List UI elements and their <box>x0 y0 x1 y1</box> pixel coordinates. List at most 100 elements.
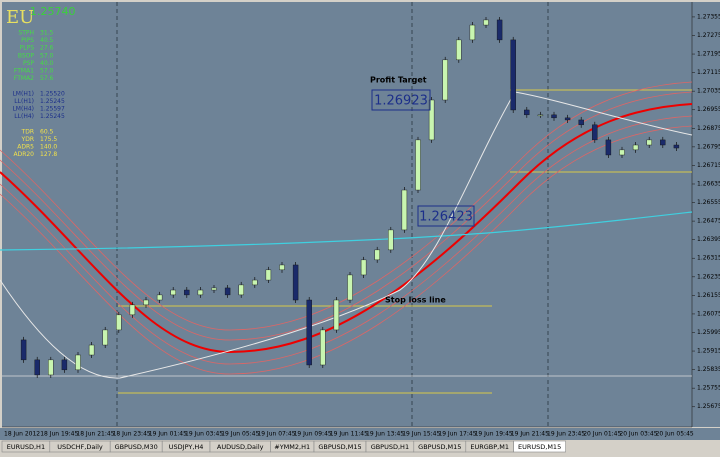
x-tick-label: 19 Jun 17:45 <box>438 431 476 438</box>
tab-label[interactable]: #YMM2,H1 <box>274 443 310 451</box>
y-tick-label: 1.27275 <box>697 32 720 39</box>
y-tick-label: 1.26475 <box>697 218 720 225</box>
tab-label[interactable]: AUDUSD,Daily <box>217 443 264 451</box>
y-tick-label: 1.26235 <box>697 273 720 280</box>
y-tick-label: 1.26315 <box>697 255 720 262</box>
bid-price: 1.25740 <box>30 5 76 18</box>
indicator-label: ADR5 <box>17 144 34 151</box>
stop-loss-label: Stop loss line <box>385 296 446 305</box>
candle-body <box>211 287 217 291</box>
indicator-label: STPH <box>18 30 34 37</box>
x-tick-label: 19 Jun 03:45 <box>185 431 223 438</box>
indicator-value: 27.6 <box>40 45 54 52</box>
y-tick-label: 1.26795 <box>697 143 720 150</box>
candle-body <box>265 269 272 281</box>
tab[interactable] <box>513 440 566 453</box>
indicator-label: FTMA1 <box>14 68 34 75</box>
candle-body <box>632 144 639 151</box>
indicator-label: LL(H1) <box>14 98 34 105</box>
indicator-label: YDR <box>21 136 34 143</box>
indicator-value: 127.8 <box>40 151 57 158</box>
tab-label[interactable]: EURUSD,H1 <box>7 443 45 451</box>
profit-target-label: Profit Target <box>370 76 427 85</box>
period-separators <box>116 2 549 427</box>
indicator-value: 60.5 <box>40 128 54 135</box>
candle-body <box>592 124 598 141</box>
candle-body <box>401 189 408 231</box>
candle-body <box>578 119 584 126</box>
time-axis <box>0 428 720 440</box>
entry-box <box>417 205 475 227</box>
tab-label[interactable]: USDCHF,Daily <box>57 443 103 451</box>
y-tick-label: 1.26555 <box>697 199 720 206</box>
indicator-panel: STPH 31.5 PIPS 40.5 PLPS 27.6 BSOP 57.0 PSP 40.0 F… <box>12 30 65 159</box>
y-tick-label: 1.27355 <box>697 13 720 20</box>
candle-body <box>116 314 122 331</box>
long-ma <box>0 211 693 251</box>
candle-body <box>673 144 680 149</box>
candle-body <box>442 59 448 101</box>
x-tick-label: 19 Jun 23:45 <box>547 431 585 438</box>
tab-label[interactable]: USDJPY,H4 <box>169 443 204 451</box>
indicator-label: ADR20 <box>13 151 34 158</box>
price-ticks: 1.27355 1.27275 1.27195 1.27115 1.27035 1.269… <box>692 13 720 410</box>
y-tick-label: 1.26955 <box>697 106 720 113</box>
indicator-value: 1.25245 <box>40 113 65 120</box>
profit-target-box <box>371 89 431 111</box>
candle-body <box>415 139 421 191</box>
candle-body <box>156 294 163 301</box>
indicator-label: LM(H1) <box>12 90 34 97</box>
candle-body <box>360 259 367 276</box>
tab-label[interactable]: EURGBP,M1 <box>470 443 509 451</box>
candle-body <box>660 139 666 146</box>
candle-body <box>524 109 530 116</box>
indicator-value: 57.0 <box>40 52 54 59</box>
candle-body <box>20 339 27 361</box>
entry-price: 1.26423 <box>419 210 473 225</box>
candle-body <box>197 289 204 296</box>
x-tick-label: 20 Jun 03:45 <box>619 431 657 438</box>
candle-body <box>184 289 190 296</box>
indicator-label: LL(H4) <box>14 113 34 120</box>
candle-body <box>333 299 340 331</box>
candle-body <box>605 139 612 156</box>
y-tick-label: 1.26715 <box>697 162 720 169</box>
y-tick-label: 1.27195 <box>697 51 720 58</box>
indicator-value: 57.0 <box>40 68 54 75</box>
tab-label[interactable]: GBPUSD,H1 <box>371 443 409 451</box>
y-tick-label: 1.25995 <box>697 329 720 336</box>
indicator-label: FTMA2 <box>14 75 34 82</box>
candle-body <box>170 289 176 296</box>
y-tick-label: 1.26155 <box>697 292 720 299</box>
candle-body <box>551 114 557 119</box>
symbol: EU <box>6 7 34 28</box>
y-tick-label: 1.26635 <box>697 180 720 187</box>
x-tick-label: 19 Jun 01:45 <box>149 431 187 438</box>
x-tick-label: 18 Jun 2012 <box>4 431 40 438</box>
candle-body <box>456 39 462 61</box>
candle-body <box>537 114 544 117</box>
tab-label[interactable]: EURUSD,M15 <box>518 443 561 451</box>
indicator-value: 40.5 <box>40 37 54 44</box>
tab-label[interactable]: GBPUSD,M30 <box>115 443 158 451</box>
candle-body <box>279 264 285 271</box>
x-tick-label: 18 Jun 19:45 <box>40 431 78 438</box>
indicator-value: 40.0 <box>40 60 54 67</box>
x-tick-label: 20 Jun 01:45 <box>583 431 621 438</box>
tab-label[interactable]: GBPUSD,M15 <box>418 443 461 451</box>
y-tick-label: 1.25675 <box>697 403 720 410</box>
tab-bar: EURUSD,H1 USDCHF,Daily GBPUSD,M30 USDJPY,H4… <box>1 440 566 453</box>
candle-body <box>34 359 40 376</box>
candle-body <box>75 354 81 371</box>
indicator-value: 140.0 <box>40 144 57 151</box>
candle-body <box>347 274 353 301</box>
indicator-label: PLPS <box>20 45 35 52</box>
indicator-value: 175.5 <box>40 136 57 143</box>
x-tick-label: 19 Jun 05:45 <box>221 431 259 438</box>
y-tick-label: 1.26075 <box>697 310 720 317</box>
indicator-value: 31.5 <box>40 30 54 37</box>
candle-body <box>306 299 312 366</box>
tab-label[interactable]: GBPUSD,M15 <box>318 443 361 451</box>
